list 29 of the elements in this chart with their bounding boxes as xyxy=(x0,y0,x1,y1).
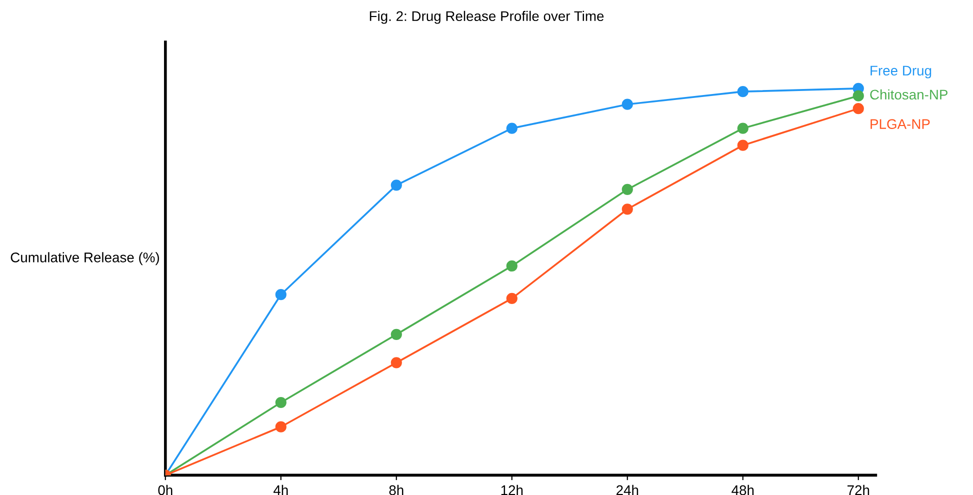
point xyxy=(852,90,864,102)
series-label: PLGA-NP xyxy=(870,119,930,129)
point xyxy=(622,98,633,110)
point xyxy=(737,86,748,98)
point xyxy=(390,357,402,368)
point xyxy=(506,260,518,272)
point xyxy=(737,140,748,151)
x-tick-label: 48h xyxy=(732,484,754,495)
series-label: Chitosan-NP xyxy=(870,89,948,100)
y-axis-title: Cumulative Release (%) xyxy=(10,252,159,266)
point xyxy=(275,289,286,300)
x-tick-label: 12h xyxy=(501,484,523,495)
x-tick-label: 4h xyxy=(274,484,288,495)
x-tick-label: 8h xyxy=(389,484,404,495)
point xyxy=(506,292,518,304)
point xyxy=(622,184,633,195)
chart-title: Fig. 2: Drug Release Profile over Time xyxy=(370,10,604,24)
point xyxy=(275,396,286,408)
point xyxy=(852,103,864,114)
x-tick-label: 72h xyxy=(848,484,870,495)
series-label: Free Drug xyxy=(870,66,932,78)
point xyxy=(506,122,518,134)
x-tick-label: 24h xyxy=(616,484,638,495)
point xyxy=(275,421,286,432)
point xyxy=(737,122,748,134)
point xyxy=(390,328,402,340)
point xyxy=(390,180,402,191)
point xyxy=(622,204,633,215)
x-tick-label: 0h xyxy=(158,484,172,495)
